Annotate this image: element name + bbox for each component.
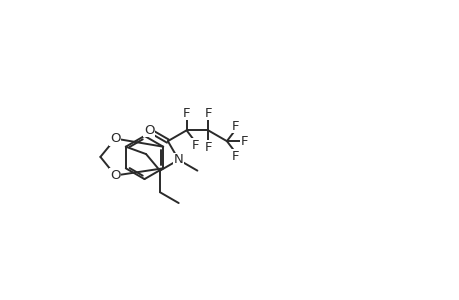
Text: O: O: [110, 132, 120, 145]
Text: F: F: [191, 139, 199, 152]
Text: F: F: [231, 150, 239, 163]
Text: O: O: [110, 169, 120, 182]
Text: F: F: [204, 141, 212, 154]
Text: O: O: [144, 124, 154, 137]
Text: F: F: [240, 135, 247, 148]
Text: F: F: [231, 120, 239, 133]
Text: F: F: [182, 106, 190, 119]
Text: F: F: [204, 106, 212, 119]
Text: N: N: [174, 153, 183, 166]
